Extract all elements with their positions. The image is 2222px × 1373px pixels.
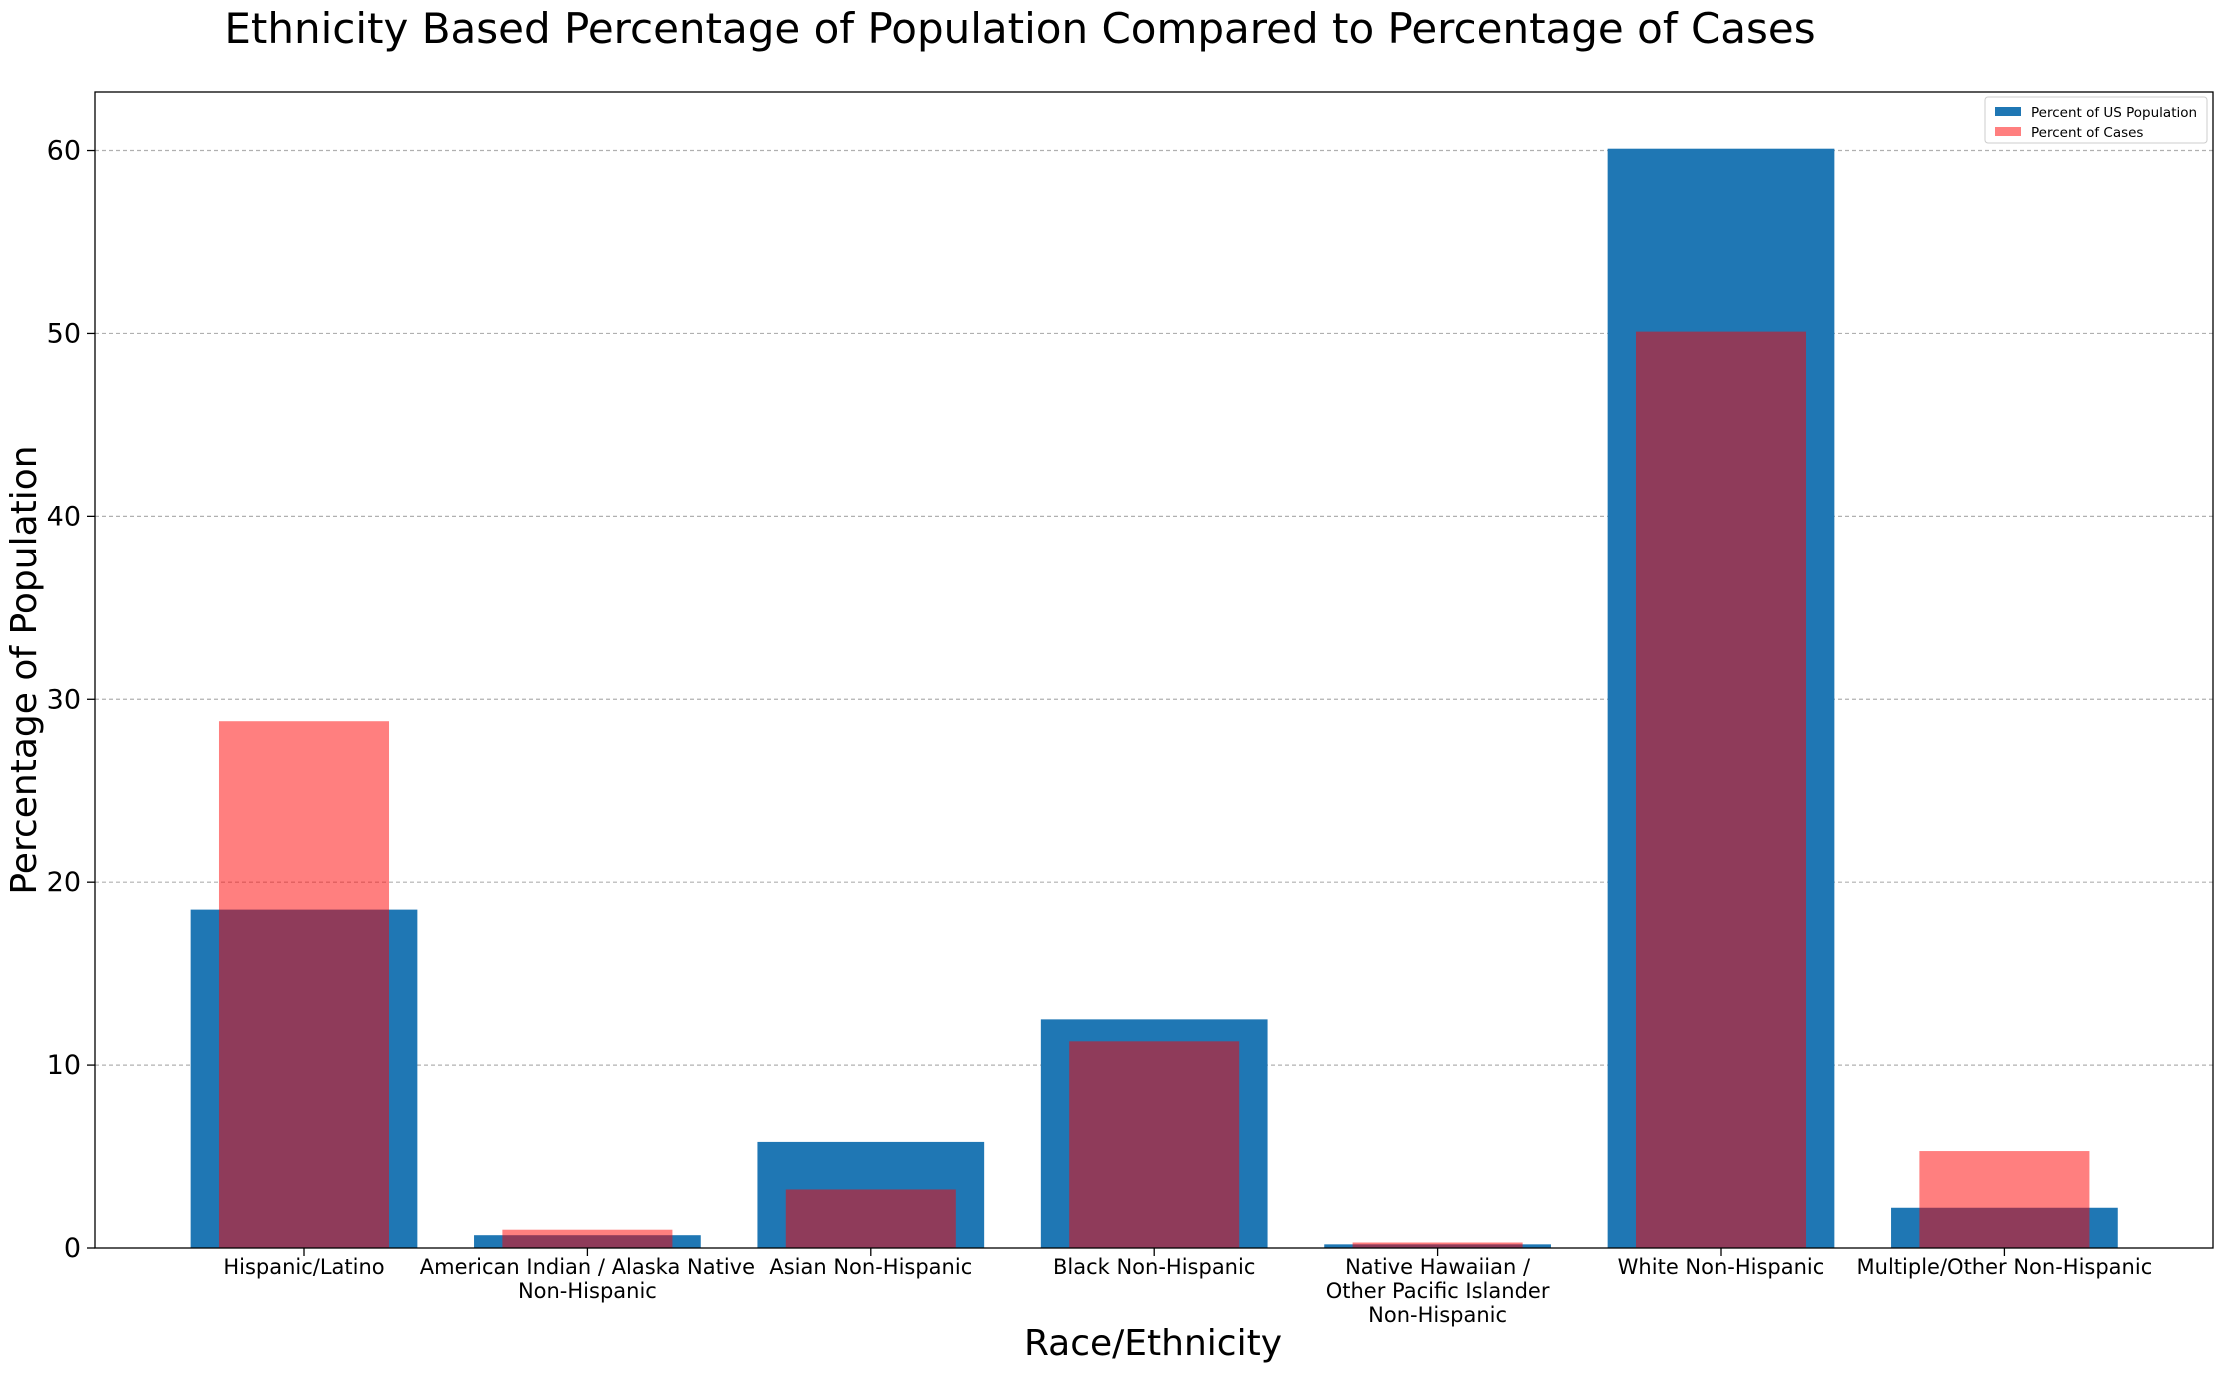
bar-series-1-cat-5 — [1635, 331, 1807, 1249]
y-tick-label: 0 — [64, 1233, 81, 1264]
x-tick-label: Non-Hispanic — [518, 1279, 657, 1303]
y-tick-label: 40 — [47, 501, 81, 532]
y-tick-label: 30 — [47, 684, 81, 715]
x-tick-label: Other Pacific Islander — [1326, 1279, 1550, 1303]
x-tick-label: White Non-Hispanic — [1618, 1255, 1825, 1279]
x-tick-label: Asian Non-Hispanic — [769, 1255, 972, 1279]
y-tick-label: 60 — [47, 136, 81, 167]
y-axis-label: Percentage of Population — [4, 445, 45, 894]
legend-swatch — [1995, 107, 2021, 116]
bars — [190, 148, 2118, 1249]
bar-series-1-cat-4 — [1352, 1242, 1523, 1248]
y-axis-ticks: 0 10 20 30 40 50 60 — [47, 136, 95, 1264]
legend-label: Percent of US Population — [2031, 105, 2197, 121]
legend-label: Percent of Cases — [2031, 125, 2143, 141]
x-tick-label: Black Non-Hispanic — [1053, 1255, 1255, 1279]
x-tick-label: Native Hawaiian / — [1345, 1255, 1531, 1279]
y-tick-label: 10 — [47, 1050, 81, 1081]
bar-series-1-cat-1 — [502, 1229, 673, 1248]
chart-title: Ethnicity Based Percentage of Population… — [224, 4, 1815, 53]
x-axis-label: Race/Ethnicity — [1024, 1323, 1282, 1364]
bar-series-1-cat-0 — [218, 721, 390, 1248]
legend: Percent of US Population Percent of Cases — [1984, 96, 2208, 144]
x-tick-label: American Indian / Alaska Native — [420, 1255, 755, 1279]
legend-swatch — [1995, 127, 2021, 136]
bar-series-1-cat-6 — [1919, 1151, 2090, 1248]
legend-box — [1984, 96, 2208, 144]
bar-series-1-cat-2 — [785, 1189, 956, 1248]
x-tick-label: Multiple/Other Non-Hispanic — [1857, 1255, 2153, 1279]
x-axis-ticks: Hispanic/Latino American Indian / Alaska … — [223, 1248, 2152, 1327]
y-tick-label: 20 — [47, 867, 81, 898]
bar-series-1-cat-3 — [1069, 1041, 1240, 1248]
x-tick-label: Hispanic/Latino — [223, 1255, 384, 1279]
grid-lines — [95, 149, 2213, 1066]
y-tick-label: 50 — [47, 318, 81, 349]
x-tick-label: Non-Hispanic — [1368, 1303, 1507, 1327]
